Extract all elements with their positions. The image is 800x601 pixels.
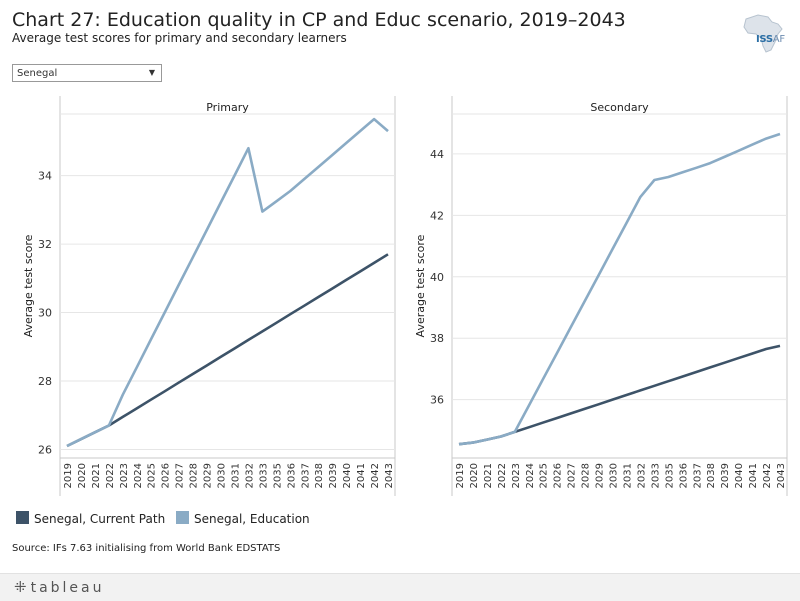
x-tick-label: 2029 [595,463,606,488]
x-tick-label: 2030 [609,463,620,488]
x-tick-label: 2039 [328,463,339,488]
x-tick-label: 2036 [286,463,297,488]
x-tick-label: 2032 [244,463,255,488]
dropdown-arrow-icon: ▼ [148,68,155,77]
x-tick-label: 2036 [678,463,689,488]
source-note: Source: IFs 7.63 initialising from World… [12,543,281,554]
series-line-current-path [66,253,389,448]
y-tick-label: 40 [430,271,444,284]
dropdown-selected-value: Senegal [17,68,58,79]
tableau-logo-icon: ⁜ [14,578,27,596]
x-tick-label: 2021 [91,463,102,488]
y-tick-label: 34 [38,170,52,183]
x-tick-label: 2023 [511,463,522,488]
x-tick-label: 2038 [314,463,325,488]
y-tick-label: 28 [38,375,52,388]
x-tick-label: 2041 [356,463,367,488]
x-tick-label: 2027 [175,463,186,488]
x-tick-label: 2035 [664,463,675,488]
x-tick-label: 2042 [370,463,381,488]
x-tick-label: 2027 [567,463,578,488]
x-tick-label: 2043 [384,463,395,488]
series-line-education [458,132,781,446]
x-tick-label: 2028 [189,463,200,488]
x-tick-label: 2040 [734,463,745,488]
y-axis-title: Average test score [22,234,35,337]
x-tick-label: 2029 [203,463,214,488]
panel-title: Secondary [590,101,649,114]
y-tick-label: 38 [430,332,444,345]
legend-label: Senegal, Education [194,512,310,526]
x-tick-label: 2037 [300,463,311,488]
x-tick-label: 2032 [636,463,647,488]
x-tick-label: 2022 [105,463,116,488]
x-tick-label: 2037 [692,463,703,488]
x-tick-label: 2019 [455,463,466,488]
tableau-logo[interactable]: ⁜ tableau [14,578,105,596]
x-tick-label: 2031 [622,463,633,488]
x-tick-label: 2038 [706,463,717,488]
x-tick-label: 2043 [776,463,787,488]
x-tick-label: 2040 [342,463,353,488]
legend-swatch-education [176,511,189,524]
legend-label: Senegal, Current Path [34,512,166,526]
legend-swatch-current-path [16,511,29,524]
x-tick-label: 2030 [217,463,228,488]
x-tick-label: 2024 [133,463,144,488]
x-tick-label: 2020 [77,463,88,488]
x-tick-label: 2028 [581,463,592,488]
y-tick-label: 26 [38,443,52,456]
footer-bar: ⁜ tableau [0,573,800,601]
panel-title: Primary [206,101,249,114]
x-tick-label: 2026 [161,463,172,488]
logo-text: ISSAF [756,34,785,45]
x-tick-label: 2039 [720,463,731,488]
x-tick-label: 2025 [539,463,550,488]
y-tick-label: 44 [430,148,444,161]
page-subtitle: Average test scores for primary and seco… [12,31,347,45]
x-tick-label: 2023 [119,463,130,488]
x-tick-label: 2031 [230,463,241,488]
x-tick-label: 2024 [525,463,536,488]
y-tick-label: 36 [430,394,444,407]
y-axis-title: Average test score [414,234,427,337]
x-tick-label: 2035 [272,463,283,488]
x-tick-label: 2042 [762,463,773,488]
series-line-current-path [458,344,781,446]
x-tick-label: 2020 [469,463,480,488]
x-tick-label: 2026 [553,463,564,488]
series-line-education [66,117,389,448]
x-tick-label: 2019 [63,463,74,488]
x-tick-label: 2025 [147,463,158,488]
country-filter-dropdown[interactable]: Senegal ▼ [12,64,162,82]
y-tick-label: 42 [430,209,444,222]
x-tick-label: 2022 [497,463,508,488]
iss-logo: ISSAF [738,12,790,54]
x-tick-label: 2033 [650,463,661,488]
page-title: Chart 27: Education quality in CP and Ed… [12,9,626,31]
x-tick-label: 2033 [258,463,269,488]
x-tick-label: 2041 [748,463,759,488]
x-tick-label: 2021 [483,463,494,488]
y-tick-label: 32 [38,238,52,251]
y-tick-label: 30 [38,307,52,320]
africa-map-icon [743,14,783,53]
